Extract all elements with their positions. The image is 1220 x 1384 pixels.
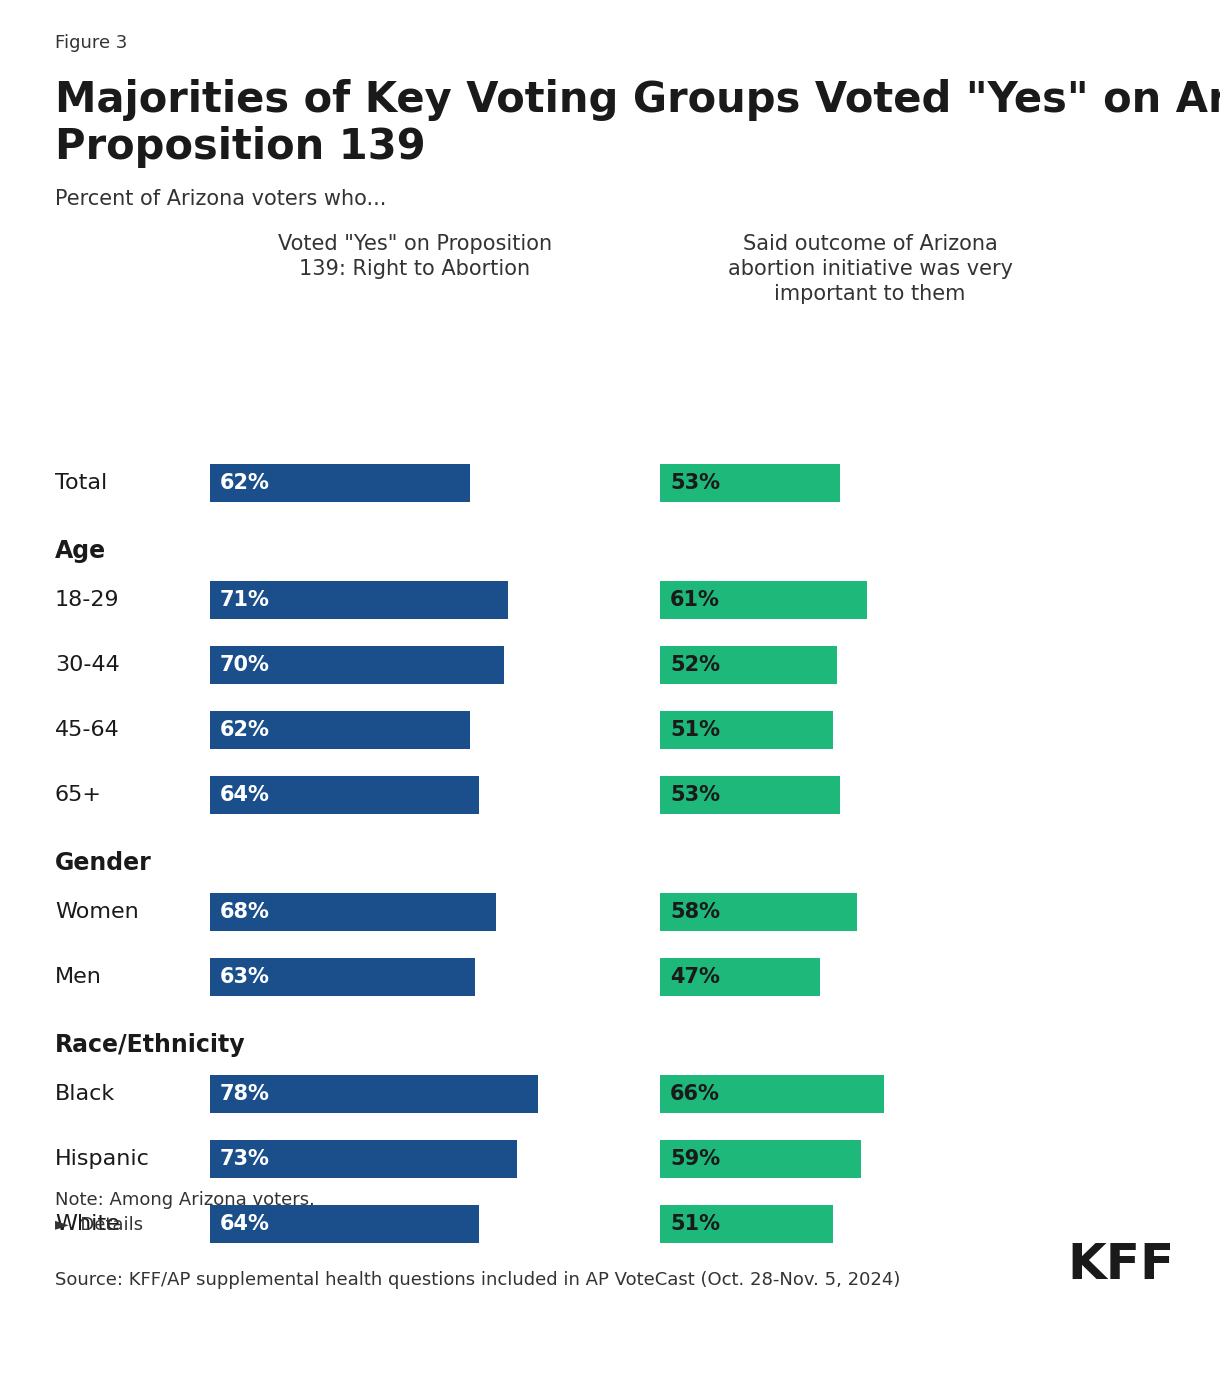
Bar (210, 646, 504, 684)
Text: 53%: 53% (670, 785, 720, 805)
Bar (210, 464, 471, 502)
Text: 62%: 62% (220, 473, 270, 493)
Text: 51%: 51% (670, 720, 720, 740)
Text: Source: KFF/AP supplemental health questions included in AP VoteCast (Oct. 28-No: Source: KFF/AP supplemental health quest… (55, 1271, 900, 1289)
Text: 71%: 71% (220, 590, 270, 610)
Text: Race/Ethnicity: Race/Ethnicity (55, 1032, 245, 1057)
Bar (660, 893, 858, 931)
Bar (660, 1075, 884, 1113)
Text: 61%: 61% (670, 590, 720, 610)
Text: 70%: 70% (220, 655, 270, 675)
Bar (660, 581, 867, 619)
Text: 59%: 59% (670, 1149, 720, 1169)
Text: Men: Men (55, 967, 102, 987)
Bar (210, 1205, 478, 1243)
Text: 18-29: 18-29 (55, 590, 120, 610)
Text: Women: Women (55, 902, 139, 922)
Text: 30-44: 30-44 (55, 655, 120, 675)
Text: 52%: 52% (670, 655, 720, 675)
Text: 68%: 68% (220, 902, 270, 922)
Bar (660, 464, 841, 502)
Text: 51%: 51% (670, 1214, 720, 1235)
Text: Figure 3: Figure 3 (55, 35, 127, 53)
Text: 78%: 78% (220, 1084, 270, 1104)
Text: Percent of Arizona voters who...: Percent of Arizona voters who... (55, 190, 387, 209)
Bar (660, 646, 837, 684)
Text: ►  Details: ► Details (55, 1217, 143, 1235)
Text: 47%: 47% (670, 967, 720, 987)
Text: 45-64: 45-64 (55, 720, 120, 740)
Text: 63%: 63% (220, 967, 270, 987)
Text: Black: Black (55, 1084, 115, 1104)
Text: 64%: 64% (220, 785, 270, 805)
Text: Majorities of Key Voting Groups Voted "Yes" on Arizona
Proposition 139: Majorities of Key Voting Groups Voted "Y… (55, 79, 1220, 167)
Bar (210, 711, 471, 749)
Bar (210, 776, 478, 814)
Text: 65+: 65+ (55, 785, 102, 805)
Text: 62%: 62% (220, 720, 270, 740)
Text: Gender: Gender (55, 851, 151, 875)
Bar (210, 1140, 516, 1178)
Text: 58%: 58% (670, 902, 720, 922)
Text: White: White (55, 1214, 120, 1235)
Text: 53%: 53% (670, 473, 720, 493)
Text: Voted "Yes" on Proposition
139: Right to Abortion: Voted "Yes" on Proposition 139: Right to… (278, 234, 553, 278)
Text: KFF: KFF (1068, 1241, 1175, 1289)
Bar (660, 711, 833, 749)
Text: Total: Total (55, 473, 107, 493)
Bar (210, 581, 509, 619)
Text: 73%: 73% (220, 1149, 270, 1169)
Text: 64%: 64% (220, 1214, 270, 1235)
Bar (210, 893, 495, 931)
Bar (210, 958, 475, 996)
Text: Hispanic: Hispanic (55, 1149, 150, 1169)
Text: Note: Among Arizona voters.: Note: Among Arizona voters. (55, 1192, 315, 1210)
Bar (210, 1075, 538, 1113)
Text: Age: Age (55, 538, 106, 563)
Bar (660, 958, 820, 996)
Bar (660, 1140, 860, 1178)
Text: Said outcome of Arizona
abortion initiative was very
important to them: Said outcome of Arizona abortion initiat… (727, 234, 1013, 303)
Bar (660, 1205, 833, 1243)
Text: 66%: 66% (670, 1084, 720, 1104)
Bar (660, 776, 841, 814)
